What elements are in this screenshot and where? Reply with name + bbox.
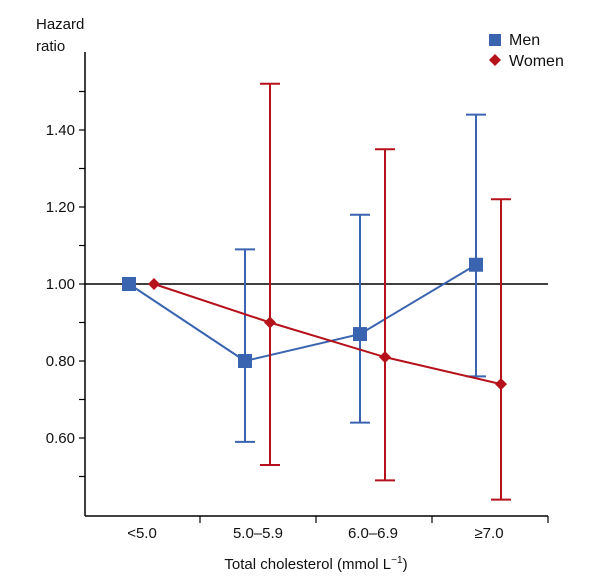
axes: 0.60 0.80 1.00 1.20 1.40 <5.0 5.0–5.9 6.0–6.9 ≥7… bbox=[46, 52, 549, 542]
legend-women-label: Women bbox=[509, 53, 564, 70]
data-point-women bbox=[264, 316, 276, 329]
y-tick-label: 1.20 bbox=[46, 199, 75, 216]
x-axis-label-superscript: −1 bbox=[391, 555, 403, 566]
series-line-women bbox=[153, 283, 502, 386]
data-point-men bbox=[353, 327, 367, 342]
data-point-women bbox=[148, 278, 160, 290]
series-women bbox=[148, 82, 511, 501]
data-point-men bbox=[469, 257, 483, 272]
x-tick-label: 6.0–6.9 bbox=[348, 525, 398, 542]
legend: Men Women bbox=[489, 32, 564, 70]
x-tick-label: <5.0 bbox=[127, 525, 157, 542]
data-point-women bbox=[495, 378, 507, 391]
y-tick-label: 1.00 bbox=[46, 276, 75, 293]
y-axis-label-line1: Hazard bbox=[36, 16, 84, 33]
y-axis-label-line2: ratio bbox=[36, 38, 65, 55]
data-point-men bbox=[122, 277, 136, 291]
x-axis-label-close: ) bbox=[403, 556, 408, 573]
y-tick-label: 0.60 bbox=[46, 430, 75, 447]
legend-men-label: Men bbox=[509, 32, 540, 49]
x-axis-label-main: Total cholesterol (mmol L bbox=[224, 556, 391, 573]
x-tick-label: ≥7.0 bbox=[474, 525, 503, 542]
series-line-men bbox=[128, 263, 477, 363]
series-layer bbox=[122, 82, 511, 501]
legend-women-marker bbox=[489, 54, 501, 66]
series-men bbox=[122, 113, 486, 443]
x-axis-label: Total cholesterol (mmol L−1) bbox=[224, 555, 407, 573]
x-tick-label: 5.0–5.9 bbox=[233, 525, 283, 542]
y-tick-label: 0.80 bbox=[46, 353, 75, 370]
legend-men-marker bbox=[489, 34, 501, 46]
data-point-women bbox=[379, 351, 391, 364]
data-point-men bbox=[238, 354, 252, 368]
y-tick-label: 1.40 bbox=[46, 122, 75, 139]
